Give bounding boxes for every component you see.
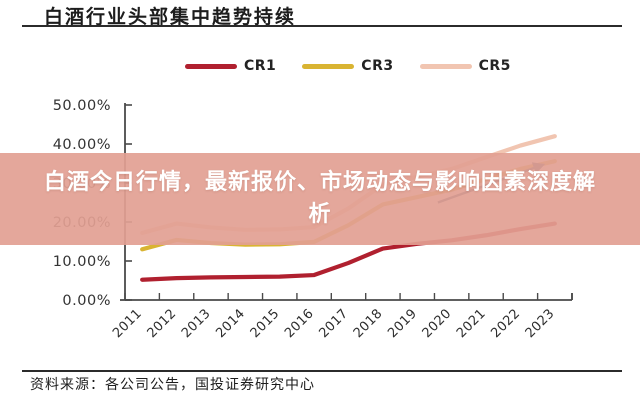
legend-label-cr3: CR3 xyxy=(361,58,394,74)
legend-item-cr5[interactable]: CR5 xyxy=(419,58,511,74)
x-axis-tick-label: 2012 xyxy=(145,306,180,341)
legend-swatch-cr5 xyxy=(419,63,472,69)
legend-item-cr3[interactable]: CR3 xyxy=(302,58,393,74)
chart-legend: CR1 CR3 CR5 xyxy=(185,58,511,74)
overlay-banner-background xyxy=(0,153,640,245)
legend-label-cr1: CR1 xyxy=(244,58,277,74)
x-axis-tick-label: 2020 xyxy=(420,306,455,341)
legend-swatch-cr3 xyxy=(302,63,355,69)
y-axis-tick-label: 40.00% xyxy=(53,137,111,153)
footer-divider xyxy=(22,370,622,372)
title-divider xyxy=(22,25,622,27)
source-note: 资料来源：各公司公告，国投证券研究中心 xyxy=(30,378,315,393)
x-axis-tick-label: 2019 xyxy=(385,306,420,341)
x-axis-tick-label: 2021 xyxy=(454,306,489,341)
x-axis-tick-label: 2023 xyxy=(523,306,558,341)
x-axis-tick-label: 2011 xyxy=(110,306,145,341)
x-axis-tick-label: 2015 xyxy=(248,306,283,341)
x-axis-tick-label: 2016 xyxy=(282,306,317,341)
x-axis-tick-label: 2022 xyxy=(488,306,523,341)
x-axis-tick-label: 2014 xyxy=(213,306,248,341)
overlay-headline: 白酒今日行情，最新报价、市场动态与影响因素深度解析 xyxy=(43,170,596,227)
x-axis-tick-label: 2017 xyxy=(316,306,351,341)
page-title: 白酒行业头部集中趋势持续 xyxy=(44,7,297,28)
legend-label-cr5: CR5 xyxy=(478,58,511,74)
x-axis-tick-label: 2018 xyxy=(351,306,386,341)
legend-item-cr1[interactable]: CR1 xyxy=(185,58,276,74)
legend-swatch-cr1 xyxy=(185,63,237,69)
x-axis-tick-label: 2013 xyxy=(179,306,214,341)
y-axis-tick-label: 10.00% xyxy=(53,254,111,270)
y-axis-tick-label: 0.00% xyxy=(62,293,111,309)
y-axis-tick-label: 50.00% xyxy=(53,98,111,114)
